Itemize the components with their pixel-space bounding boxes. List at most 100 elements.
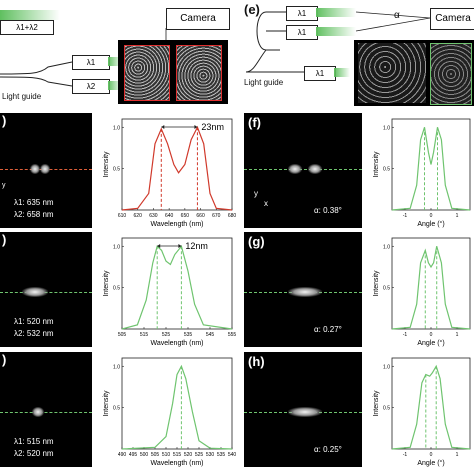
wavelength-1-label-3: λ1: 515 nm	[14, 437, 54, 446]
x-tick-label: 620	[134, 213, 143, 219]
y-tick-label: 0.5	[383, 167, 390, 173]
x-tick-label: 640	[165, 213, 174, 219]
x-tick-label: 630	[149, 213, 158, 219]
arrow-head-left	[161, 125, 165, 129]
beam-right-2	[316, 27, 356, 36]
x-tick-label: 650	[181, 213, 190, 219]
lambda1-box-left: λ1	[72, 55, 110, 70]
x-tick-label: 510	[162, 452, 171, 458]
y-tick-label: 1.0	[383, 364, 390, 370]
panel-letter-left-2: )	[2, 232, 7, 247]
x-tick-label: 1	[456, 332, 459, 338]
y-axis-label: Intensity	[373, 151, 380, 178]
alpha-label-3: α: 0.25°	[314, 445, 342, 454]
x-tick-label: 520	[184, 452, 193, 458]
beam-lambda2	[108, 81, 122, 90]
chart-spectrum-2: Intensity Wavelength (nm) 0.5 1.0 505 515 525 5…	[103, 237, 236, 347]
x-tick-label: 535	[184, 332, 193, 338]
y-axis-label: Intensity	[373, 270, 380, 297]
x-tick-label: 555	[228, 332, 236, 338]
series-line	[121, 364, 233, 450]
x-tick-label: 0	[430, 332, 433, 338]
x-tick-label: 1	[456, 452, 459, 458]
angle-line-1	[244, 169, 362, 170]
angle-spot-1-2	[308, 164, 322, 174]
angle-image-1: (f) α: 0.38° y x	[244, 113, 362, 228]
y-tick-label: 1.0	[383, 244, 390, 250]
chart-angle-1: Intensity Angle (°) 0.5 1.0 -1 0 1	[373, 118, 471, 228]
camera-box-right: Camera	[430, 8, 474, 30]
wavelength-1-label-2: λ1: 520 nm	[14, 317, 54, 326]
wavelength-2-label-2: λ2: 532 nm	[14, 329, 54, 338]
x-axis-label: Angle (°)	[417, 459, 444, 467]
wavelength-1-label-1: λ1: 635 nm	[14, 198, 54, 207]
plot-frame	[121, 118, 233, 211]
x-tick-label: 495	[129, 452, 138, 458]
camera-image-3: ) λ1: 515 nm λ2: 520 nm	[0, 352, 92, 467]
alpha-lines	[245, 11, 431, 73]
beam-lambda1	[108, 57, 122, 66]
spot-3-1	[32, 407, 44, 417]
profile-line-3	[0, 412, 92, 413]
y-tick-label: 0.5	[383, 406, 390, 412]
speckle-frame-b	[176, 45, 222, 101]
x-tick-label: 670	[212, 213, 221, 219]
panel-letter-left-3: )	[2, 352, 7, 367]
camera-label-left: Camera	[180, 13, 216, 24]
alpha-symbol: α	[394, 10, 400, 21]
alpha-label-2: α: 0.27°	[314, 325, 342, 334]
panel-letter-right-1: (f)	[248, 115, 261, 130]
axis-y-label-left: y	[2, 182, 6, 189]
green-beam	[0, 10, 60, 20]
beam-right-1	[316, 8, 356, 17]
x-axis-label: Angle (°)	[417, 220, 444, 228]
x-tick-label: 540	[228, 452, 236, 458]
x-tick-label: 525	[162, 332, 171, 338]
camera-box-left: Camera	[166, 8, 230, 30]
y-tick-label: 0.5	[383, 286, 390, 292]
chart-angle-3: Intensity Angle (°) 0.5 1.0 -1 0 1	[373, 357, 471, 467]
annotation-label: 23nm	[201, 122, 224, 132]
panel-letter-e: (e)	[244, 2, 260, 17]
arrow-head-right	[194, 125, 198, 129]
x-tick-label: 535	[217, 452, 226, 458]
y-axis-label: Intensity	[103, 390, 110, 417]
combined-label: λ1+λ2	[16, 23, 38, 32]
panel-letter-right-3: (h)	[248, 354, 265, 369]
x-tick-label: 0	[430, 213, 433, 219]
y-tick-label: 1.0	[113, 125, 120, 131]
x-tick-label: -1	[403, 452, 408, 458]
y-tick-label: 0.5	[113, 286, 120, 292]
panel-letter-right-2: (g)	[248, 234, 265, 249]
x-tick-label: 0	[430, 452, 433, 458]
x-tick-label: 1	[456, 213, 459, 219]
series-line	[391, 364, 471, 450]
y-tick-label: 1.0	[383, 125, 390, 131]
y-tick-label: 1.0	[113, 364, 120, 370]
series-line	[121, 125, 233, 211]
x-tick-label: 680	[228, 213, 236, 219]
speckle-zoom-box	[430, 43, 472, 105]
x-tick-label: 515	[173, 452, 182, 458]
x-tick-label: 545	[206, 332, 215, 338]
spot-2-1	[22, 287, 48, 297]
arrow-head-right	[178, 244, 182, 248]
x-axis-label: Wavelength (nm)	[150, 460, 203, 467]
angle-spot-1-1	[288, 164, 302, 174]
x-tick-label: 505	[151, 452, 160, 458]
x-tick-label: 530	[206, 452, 215, 458]
chart-angle-2: Intensity Angle (°) 0.5 1.0 -1 0 1	[373, 237, 471, 347]
camera-image-1: ) λ1: 635 nm λ2: 658 nm y	[0, 113, 92, 228]
light-guide-label-left: Light guide	[2, 92, 42, 101]
x-axis-label: Angle (°)	[417, 339, 444, 347]
plot-frame	[121, 357, 233, 450]
angle-spot-3-1	[288, 407, 322, 417]
light-guide-label-right: Light guide	[244, 78, 284, 87]
fiber-lines-left	[0, 28, 167, 87]
top-left-setup: λ1+λ2 Camera λ1 λ2 Light guide	[0, 0, 236, 110]
lambda-box-right-3: λ1	[304, 66, 336, 81]
wavelength-2-label-3: λ2: 520 nm	[14, 449, 54, 458]
series-line	[391, 127, 471, 211]
x-axis-label: Wavelength (nm)	[150, 221, 203, 228]
top-right-setup: (e) Camera λ1 λ1 α λ1 Light guide	[244, 0, 474, 110]
